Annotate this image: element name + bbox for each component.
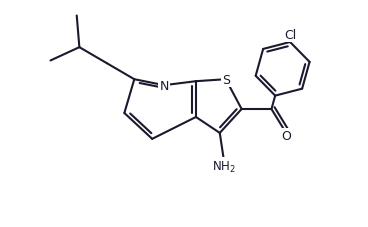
Text: S: S [222,73,230,86]
Text: NH$_2$: NH$_2$ [212,159,236,174]
Text: Cl: Cl [284,29,296,42]
Text: N: N [159,79,169,92]
Text: O: O [282,130,291,143]
